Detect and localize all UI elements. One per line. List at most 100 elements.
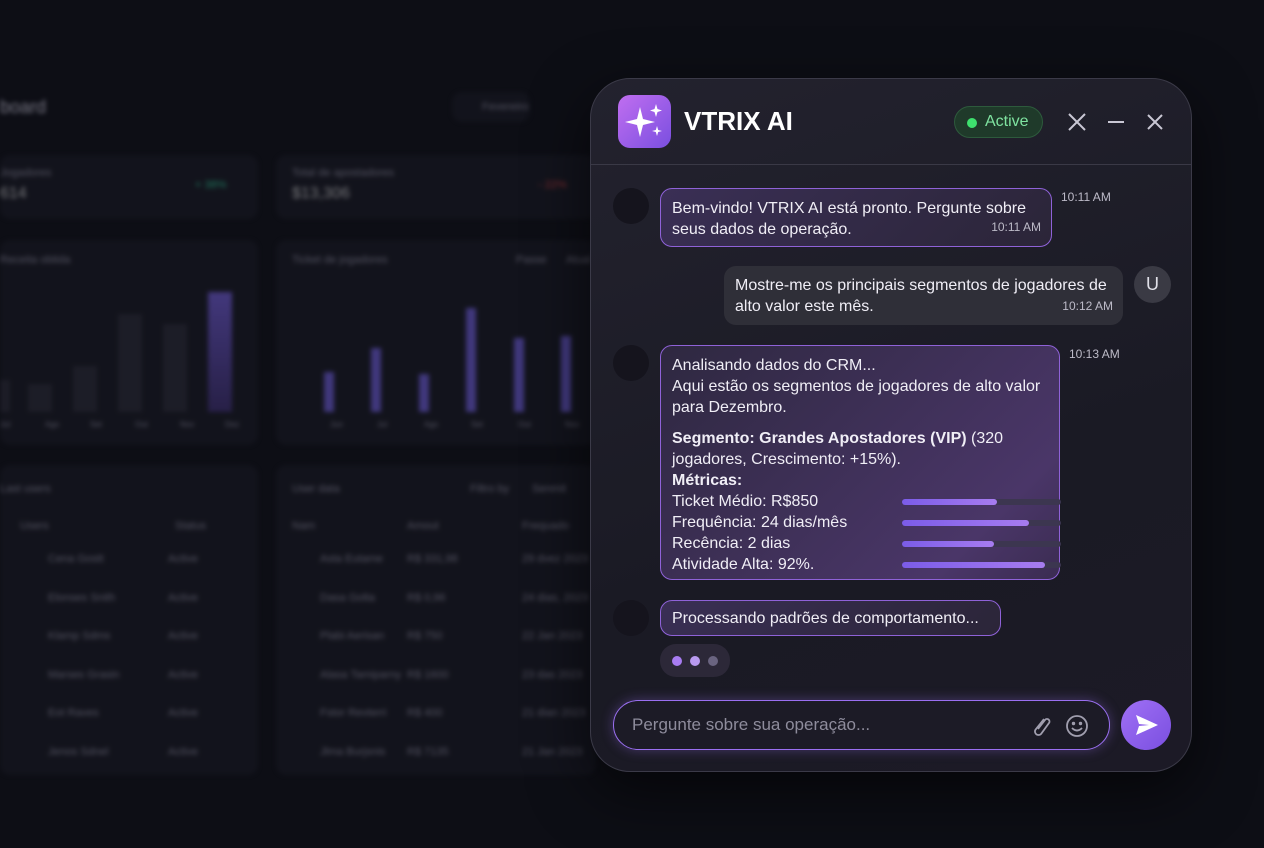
status-badge: Active	[954, 106, 1043, 138]
chart-title: Receita obtida	[0, 254, 71, 266]
table-title: Last users	[0, 483, 51, 495]
axis-label: Jun	[330, 420, 343, 429]
axis-label: Ago	[45, 420, 60, 429]
column-header: Status	[175, 520, 207, 532]
table-cell: Jlma Burjsnis	[320, 746, 386, 758]
axis-label: Out	[135, 420, 148, 429]
message-input[interactable]: Pergunte sobre sua operação...	[613, 700, 1110, 750]
table-cell: Active	[168, 707, 198, 720]
chat-title: VTRIX AI	[684, 106, 793, 136]
segment-title: Segmento: Grandes Apostadores (VIP)	[672, 430, 967, 447]
message-time: 10:12 AM	[1062, 299, 1113, 313]
table-cell: R$ 331,98	[407, 553, 458, 565]
message-text: Bem-vindo! VTRIX AI está pronto. Pergunt…	[672, 200, 1026, 238]
stat-card: Total de apostadores $13,306 - 22%	[276, 155, 596, 219]
table-cell: Jenos Sdnel	[48, 746, 109, 758]
stat-value: $13,306	[292, 185, 350, 202]
table-cell: Eot Raves	[48, 707, 99, 720]
stat-label: Total de apostadores	[292, 167, 395, 179]
table-title: User data	[292, 483, 340, 495]
window-controls[interactable]	[1066, 111, 1166, 133]
table-cell: R$ 1600	[407, 668, 449, 681]
chart-title: Ticket de jogadores	[292, 254, 388, 266]
axis-label: Jul	[0, 420, 11, 429]
table-cell: R$ 0,96	[407, 591, 446, 604]
side-time: 10:13 AM	[1069, 347, 1120, 361]
table-cell: 29 dvez 2023	[522, 553, 589, 565]
axis-label: Out	[518, 420, 531, 429]
dashboard-title: board	[0, 97, 47, 117]
message-text: Mostre-me os principais segmentos de jog…	[735, 277, 1107, 315]
ai-avatar	[613, 188, 649, 224]
table-cell: Fstor Revterri	[320, 707, 387, 720]
table-cell: 23 das 2023	[522, 668, 583, 681]
stat-card: Jogadores 614 + 38%	[0, 155, 258, 219]
ai-avatar	[613, 345, 649, 381]
message-bubble: Mostre-me os principais segmentos de jog…	[724, 266, 1123, 325]
axis-label: Set	[90, 420, 103, 429]
send-button[interactable]	[1121, 700, 1171, 750]
message-bubble: Bem-vindo! VTRIX AI está pronto. Pergunt…	[660, 188, 1052, 247]
table-cell: Dasa Golta	[320, 591, 376, 604]
table-card	[0, 465, 258, 775]
chart-card: Receita obtida	[0, 240, 258, 445]
table-cell: Cena Gostt	[48, 553, 104, 565]
ai-avatar	[613, 600, 649, 636]
message-bubble: Processando padrões de comportamento...	[660, 600, 1001, 636]
axis-label: Jul	[377, 420, 388, 429]
legend-entry: Atual	[566, 254, 592, 266]
table-cell: Klamp Sdms	[48, 630, 111, 643]
table-cell: Asta Eutame	[320, 553, 383, 565]
axis-label: Nov	[565, 420, 580, 429]
date-button: Fevereiro	[482, 101, 529, 113]
message-bubble: Analisando dados do CRM... Aqui estão os…	[660, 345, 1061, 580]
table-cell: Alasa Tamiparny	[320, 668, 402, 681]
stat-label: Jogadores	[0, 167, 52, 179]
message-line: Analisando dados do CRM...	[672, 357, 876, 374]
input-icons[interactable]	[1030, 713, 1090, 739]
table-cell: Active	[168, 553, 198, 565]
table-cell: R$ 400	[407, 707, 443, 720]
table-cell: Active	[168, 746, 198, 758]
message-line: Aqui estão os segmentos de jogadores de …	[672, 378, 1041, 416]
status-text: Active	[985, 113, 1029, 130]
table-cell: Marses Grasin	[48, 668, 120, 681]
metric: Recência: 2 dias	[672, 535, 791, 552]
table-cell: 21 Jan 2023	[522, 746, 583, 758]
input-placeholder: Pergunte sobre sua operação...	[632, 715, 871, 734]
user-avatar: U	[1134, 266, 1171, 303]
table-cell: Active	[168, 591, 198, 604]
table-cell: Plabi Aerisan	[320, 630, 385, 643]
message-text: Processando padrões de comportamento...	[672, 610, 979, 627]
table-cell: Elonses Snith	[48, 591, 116, 604]
metric: Frequência: 24 dias/mês	[672, 514, 848, 531]
table-cell: 22 Jan 2023	[522, 630, 583, 643]
filter-label: Filtro by	[470, 483, 510, 495]
chart-card: Ticket de jogadores Passe Atual	[276, 240, 596, 445]
axis-label: Nov	[180, 420, 195, 429]
table-cell: Active	[168, 668, 198, 681]
metric: Atividade Alta: 92%.	[672, 556, 815, 573]
metric: Ticket Médio: R$850	[672, 493, 819, 510]
axis-label: Set	[471, 420, 484, 429]
filter-select: Senmit	[532, 483, 567, 495]
stat-badge: - 22%	[538, 179, 567, 191]
legend-entry: Passe	[516, 254, 547, 266]
axis-label: Dez	[225, 420, 240, 429]
table-cell: R$ 750	[407, 630, 443, 643]
column-header: Amout	[407, 520, 439, 532]
stat-badge: + 38%	[195, 179, 227, 191]
table-cell: 24 dias, 2023	[522, 591, 589, 604]
stat-value: 614	[0, 185, 27, 202]
table-card	[276, 465, 596, 775]
message-time: 10:11 AM	[991, 220, 1041, 234]
column-header: Nam	[292, 520, 316, 532]
table-cell: 21 dian 2023	[522, 707, 586, 720]
typing-indicator	[660, 644, 730, 677]
column-header: Frequado	[522, 520, 570, 532]
logo	[618, 95, 671, 148]
metrics-title: Métricas:	[672, 472, 743, 489]
side-time: 10:11 AM	[1061, 190, 1111, 204]
